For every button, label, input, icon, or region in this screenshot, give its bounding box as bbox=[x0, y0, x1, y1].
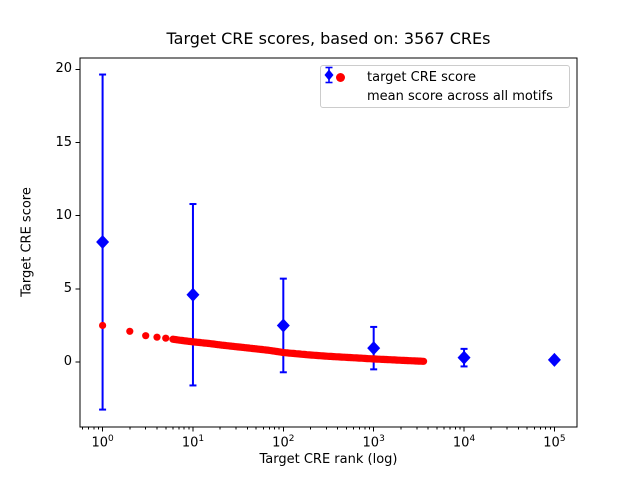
target-score-dot bbox=[98, 321, 107, 330]
legend: target CRE score mean score across all m… bbox=[320, 65, 570, 108]
target-score-dot bbox=[153, 333, 161, 341]
legend-item-target-score: target CRE score bbox=[321, 68, 569, 87]
y-axis-label: Target CRE score bbox=[19, 187, 35, 297]
x-tick-label: 101 bbox=[181, 434, 205, 451]
x-tick-label: 103 bbox=[362, 434, 385, 451]
y-tick-label: 5 bbox=[63, 280, 72, 296]
legend-circle-icon bbox=[321, 73, 359, 82]
target-score-series bbox=[98, 321, 428, 365]
y-axis-ticks bbox=[75, 68, 80, 363]
x-tick-label: 104 bbox=[452, 434, 476, 451]
x-tick-label: 100 bbox=[91, 434, 114, 451]
target-score-dot bbox=[142, 332, 150, 340]
mean-score-diamond bbox=[96, 235, 110, 250]
chart-title: Target CRE scores, based on: 3567 CREs bbox=[166, 29, 491, 48]
mean-score-series bbox=[96, 73, 561, 411]
y-tick-label: 0 bbox=[63, 354, 72, 370]
x-tick-label: 102 bbox=[272, 434, 295, 451]
y-tick-label: 20 bbox=[55, 61, 72, 77]
x-axis-label: Target CRE rank (log) bbox=[259, 452, 398, 467]
mean-score-diamond bbox=[186, 287, 200, 302]
y-tick-label: 10 bbox=[55, 207, 72, 223]
x-axis-ticks bbox=[82, 427, 555, 432]
x-tick-label: 105 bbox=[543, 434, 566, 451]
mean-score-diamond bbox=[457, 350, 471, 365]
mean-score-diamond bbox=[367, 341, 381, 356]
target-score-dot bbox=[162, 334, 170, 342]
legend-item-mean-score: mean score across all motifs bbox=[321, 66, 569, 106]
y-tick-label: 15 bbox=[55, 134, 72, 150]
target-score-band bbox=[169, 335, 428, 365]
legend-label: mean score across all motifs bbox=[367, 89, 553, 104]
target-score-dot bbox=[126, 327, 134, 335]
plot-frame bbox=[79, 57, 578, 428]
mean-score-diamond bbox=[276, 318, 290, 333]
mean-score-diamond bbox=[547, 352, 561, 367]
legend-label: target CRE score bbox=[367, 70, 477, 85]
